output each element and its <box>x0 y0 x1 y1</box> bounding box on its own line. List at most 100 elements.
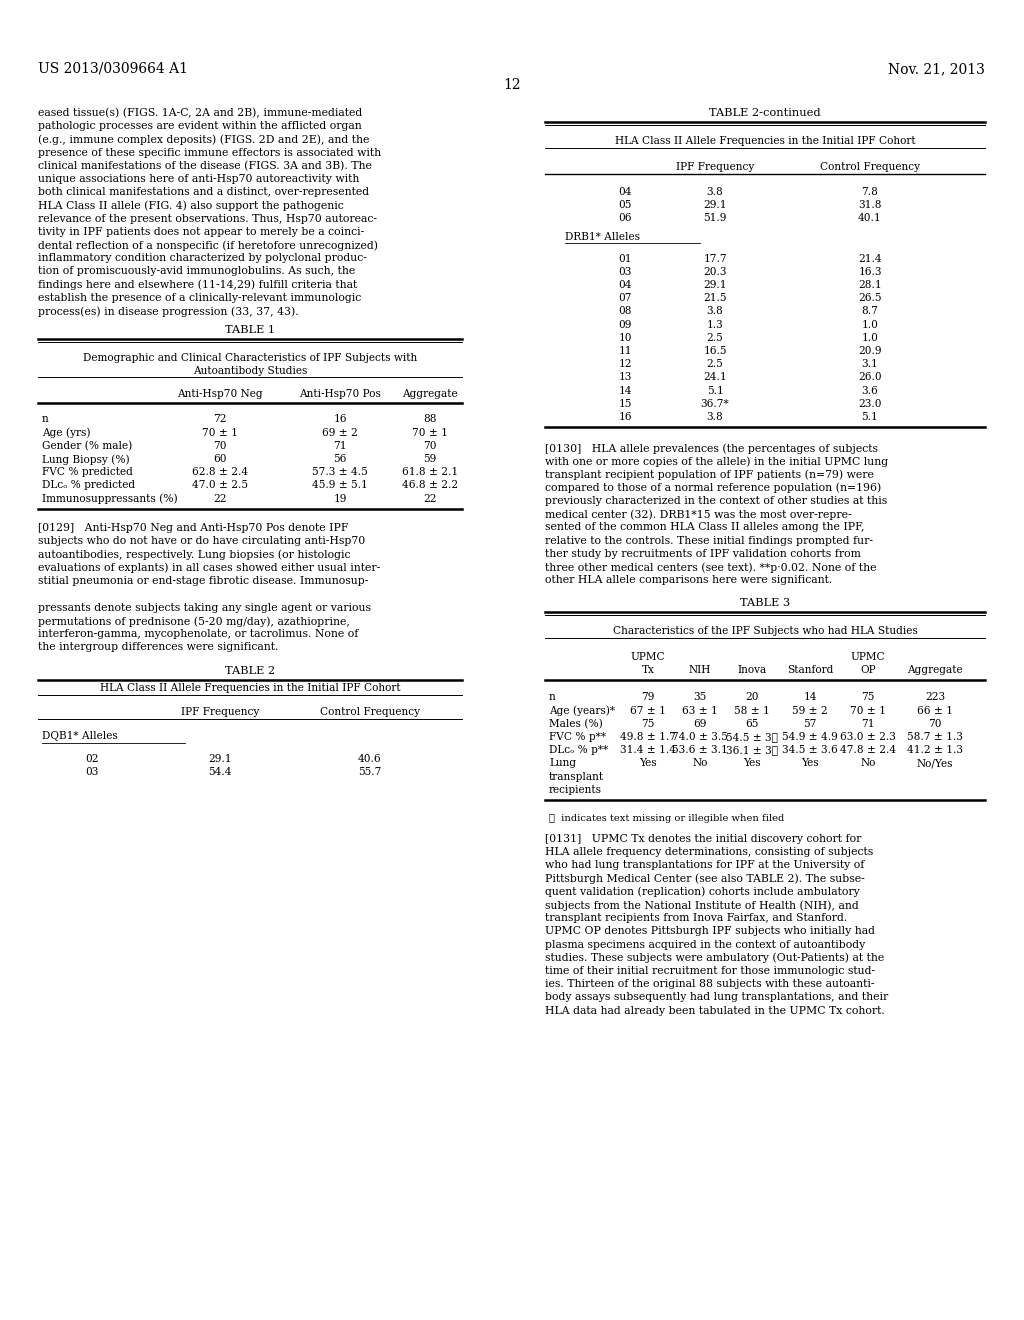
Text: 10: 10 <box>618 333 632 343</box>
Text: ther study by recruitments of IPF validation cohorts from: ther study by recruitments of IPF valida… <box>545 549 861 558</box>
Text: 69: 69 <box>693 719 707 729</box>
Text: permutations of prednisone (5-20 mg/day), azathioprine,: permutations of prednisone (5-20 mg/day)… <box>38 616 350 627</box>
Text: pressants denote subjects taking any single agent or various: pressants denote subjects taking any sin… <box>38 603 371 612</box>
Text: IPF Frequency: IPF Frequency <box>181 706 259 717</box>
Text: 36.7*: 36.7* <box>700 399 729 409</box>
Text: 58.7 ± 1.3: 58.7 ± 1.3 <box>907 733 963 742</box>
Text: 19: 19 <box>334 494 347 504</box>
Text: unique associations here of anti-Hsp70 autoreactivity with: unique associations here of anti-Hsp70 a… <box>38 174 359 183</box>
Text: inflammatory condition characterized by polyclonal produc-: inflammatory condition characterized by … <box>38 253 367 263</box>
Text: 5.1: 5.1 <box>861 412 879 422</box>
Text: Anti-Hsp70 Neg: Anti-Hsp70 Neg <box>177 389 263 400</box>
Text: 61.8 ± 2.1: 61.8 ± 2.1 <box>402 467 458 478</box>
Text: tivity in IPF patients does not appear to merely be a coinci-: tivity in IPF patients does not appear t… <box>38 227 365 236</box>
Text: No/Yes: No/Yes <box>916 759 953 768</box>
Text: 66 ± 1: 66 ± 1 <box>918 706 953 715</box>
Text: Immunosuppressants (%): Immunosuppressants (%) <box>42 494 177 504</box>
Text: 04: 04 <box>618 187 632 197</box>
Text: interferon-gamma, mycophenolate, or tacrolimus. None of: interferon-gamma, mycophenolate, or tacr… <box>38 630 358 639</box>
Text: UPMC: UPMC <box>631 652 666 663</box>
Text: TABLE 2: TABLE 2 <box>225 665 275 676</box>
Text: other HLA allele comparisons here were significant.: other HLA allele comparisons here were s… <box>545 576 833 585</box>
Text: 72: 72 <box>213 414 226 425</box>
Text: DLᴄₒ % predicted: DLᴄₒ % predicted <box>42 480 135 491</box>
Text: Control Frequency: Control Frequency <box>319 706 420 717</box>
Text: transplant recipients from Inova Fairfax, and Stanford.: transplant recipients from Inova Fairfax… <box>545 913 847 923</box>
Text: 59 ± 2: 59 ± 2 <box>793 706 827 715</box>
Text: 75: 75 <box>861 693 874 702</box>
Text: 2.5: 2.5 <box>707 333 723 343</box>
Text: autoantibodies, respectively. Lung biopsies (or histologic: autoantibodies, respectively. Lung biops… <box>38 549 350 560</box>
Text: 28.1: 28.1 <box>858 280 882 290</box>
Text: Stanford: Stanford <box>786 665 834 676</box>
Text: studies. These subjects were ambulatory (Out-Patients) at the: studies. These subjects were ambulatory … <box>545 953 885 964</box>
Text: Characteristics of the IPF Subjects who had HLA Studies: Characteristics of the IPF Subjects who … <box>612 627 918 636</box>
Text: 26.5: 26.5 <box>858 293 882 304</box>
Text: 24.1: 24.1 <box>703 372 727 383</box>
Text: 67 ± 1: 67 ± 1 <box>630 706 666 715</box>
Text: transplant: transplant <box>549 772 604 781</box>
Text: 14: 14 <box>618 385 632 396</box>
Text: TABLE 2-continued: TABLE 2-continued <box>710 108 821 117</box>
Text: 02: 02 <box>85 754 98 763</box>
Text: Lung Biopsy (%): Lung Biopsy (%) <box>42 454 130 465</box>
Text: 53.6 ± 3.1: 53.6 ± 3.1 <box>672 746 728 755</box>
Text: IPF Frequency: IPF Frequency <box>676 162 754 172</box>
Text: ⓘ  indicates text missing or illegible when filed: ⓘ indicates text missing or illegible wh… <box>549 814 784 822</box>
Text: TABLE 1: TABLE 1 <box>225 325 275 335</box>
Text: 58 ± 1: 58 ± 1 <box>734 706 770 715</box>
Text: Yes: Yes <box>801 759 819 768</box>
Text: NIH: NIH <box>689 665 712 676</box>
Text: n: n <box>42 414 49 425</box>
Text: 70: 70 <box>423 441 437 451</box>
Text: 16.5: 16.5 <box>703 346 727 356</box>
Text: 26.0: 26.0 <box>858 372 882 383</box>
Text: Aggregate: Aggregate <box>402 389 458 400</box>
Text: 3.8: 3.8 <box>707 306 723 317</box>
Text: HLA Class II Allele Frequencies in the Initial IPF Cohort: HLA Class II Allele Frequencies in the I… <box>99 682 400 693</box>
Text: plasma specimens acquired in the context of autoantibody: plasma specimens acquired in the context… <box>545 940 865 949</box>
Text: with one or more copies of the allele) in the initial UPMC lung: with one or more copies of the allele) i… <box>545 457 888 467</box>
Text: 49.8 ± 1.7: 49.8 ± 1.7 <box>620 733 676 742</box>
Text: 11: 11 <box>618 346 632 356</box>
Text: 1.3: 1.3 <box>707 319 723 330</box>
Text: 3.8: 3.8 <box>707 412 723 422</box>
Text: [0129]   Anti-Hsp70 Neg and Anti-Hsp70 Pos denote IPF: [0129] Anti-Hsp70 Neg and Anti-Hsp70 Pos… <box>38 523 348 533</box>
Text: TABLE 3: TABLE 3 <box>740 598 791 609</box>
Text: subjects who do not have or do have circulating anti-Hsp70: subjects who do not have or do have circ… <box>38 536 366 546</box>
Text: Anti-Hsp70 Pos: Anti-Hsp70 Pos <box>299 389 381 400</box>
Text: 70 ± 1: 70 ± 1 <box>412 428 447 438</box>
Text: three other medical centers (see text). **p·0.02. None of the: three other medical centers (see text). … <box>545 562 877 573</box>
Text: establish the presence of a clinically-relevant immunologic: establish the presence of a clinically-r… <box>38 293 361 302</box>
Text: 54.5 ± 3ⓘ: 54.5 ± 3ⓘ <box>726 733 778 742</box>
Text: 3.6: 3.6 <box>861 385 879 396</box>
Text: FVC % p**: FVC % p** <box>549 733 606 742</box>
Text: tion of promiscuously-avid immunoglobulins. As such, the: tion of promiscuously-avid immunoglobuli… <box>38 267 355 276</box>
Text: 7.8: 7.8 <box>861 187 879 197</box>
Text: relative to the controls. These initial findings prompted fur-: relative to the controls. These initial … <box>545 536 873 545</box>
Text: 45.9 ± 5.1: 45.9 ± 5.1 <box>312 480 368 491</box>
Text: Yes: Yes <box>743 759 761 768</box>
Text: (e.g., immune complex deposits) (FIGS. 2D and 2E), and the: (e.g., immune complex deposits) (FIGS. 2… <box>38 135 370 145</box>
Text: 21.5: 21.5 <box>703 293 727 304</box>
Text: 8.7: 8.7 <box>861 306 879 317</box>
Text: Demographic and Clinical Characteristics of IPF Subjects with: Demographic and Clinical Characteristics… <box>83 354 417 363</box>
Text: 1.0: 1.0 <box>861 319 879 330</box>
Text: 70 ± 1: 70 ± 1 <box>202 428 238 438</box>
Text: 36.1 ± 3ⓘ: 36.1 ± 3ⓘ <box>726 746 778 755</box>
Text: transplant recipient population of IPF patients (n=79) were: transplant recipient population of IPF p… <box>545 470 873 480</box>
Text: Yes: Yes <box>639 759 656 768</box>
Text: 06: 06 <box>618 214 632 223</box>
Text: 22: 22 <box>213 494 226 504</box>
Text: No: No <box>860 759 876 768</box>
Text: 34.5 ± 3.6: 34.5 ± 3.6 <box>782 746 838 755</box>
Text: 21.4: 21.4 <box>858 253 882 264</box>
Text: body assays subsequently had lung transplantations, and their: body assays subsequently had lung transp… <box>545 993 888 1002</box>
Text: 20.9: 20.9 <box>858 346 882 356</box>
Text: 2.5: 2.5 <box>707 359 723 370</box>
Text: ies. Thirteen of the original 88 subjects with these autoanti-: ies. Thirteen of the original 88 subject… <box>545 979 874 989</box>
Text: Males (%): Males (%) <box>549 719 603 729</box>
Text: sented of the common HLA Class II alleles among the IPF,: sented of the common HLA Class II allele… <box>545 523 864 532</box>
Text: findings here and elsewhere (11-14,29) fulfill criteria that: findings here and elsewhere (11-14,29) f… <box>38 280 357 290</box>
Text: 23.0: 23.0 <box>858 399 882 409</box>
